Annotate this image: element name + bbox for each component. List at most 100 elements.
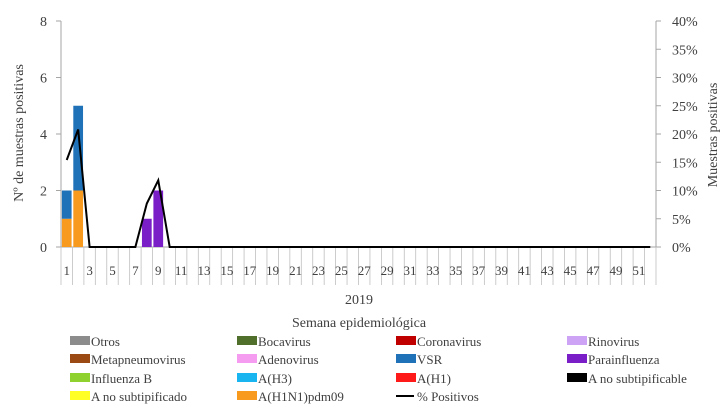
legend-item: Rinovirus: [567, 334, 639, 349]
x-tick-label: 5: [109, 263, 116, 278]
legend-label: Otros: [91, 334, 120, 349]
legend-item: VSR: [396, 352, 443, 367]
legend-item: Parainfluenza: [567, 352, 660, 367]
x-tick-label: 13: [198, 263, 211, 278]
x-tick-label: 27: [358, 263, 372, 278]
bar-segment: [61, 218, 72, 247]
legend-label: VSR: [417, 352, 443, 367]
legend-label: A(H1): [417, 371, 451, 386]
x-tick-label: 43: [541, 263, 554, 278]
y-tick-label: 0: [40, 241, 47, 256]
legend-swatch: [237, 354, 257, 363]
legend-label: Influenza B: [91, 371, 152, 386]
x-tick-label: 41: [518, 263, 531, 278]
legend-swatch: [396, 354, 416, 363]
legend-item: Influenza B: [70, 371, 152, 386]
x-tick-label: 17: [243, 263, 257, 278]
legend-label: Metapneumovirus: [91, 352, 186, 367]
bar-segment: [61, 190, 72, 219]
y-tick-label: 6: [40, 72, 47, 87]
legend: Otros Bocavirus Coronavirus Rinovirus Metapn…: [70, 334, 687, 404]
x-tick-label: 47: [587, 263, 601, 278]
legend-swatch: [237, 336, 257, 345]
y-axis-title: Nº de muestras positivas: [12, 64, 27, 202]
legend-label: A no subtipificable: [588, 371, 687, 386]
y-tick-label: 4: [40, 128, 47, 143]
legend-swatch: [70, 391, 90, 400]
x-tick-label: 25: [335, 263, 348, 278]
legend-label: Coronavirus: [417, 334, 481, 349]
x-tick-label: 33: [426, 263, 439, 278]
x-tick-label: 15: [220, 263, 233, 278]
y2-tick-label: 30%: [672, 72, 698, 87]
x-tick-label: 9: [155, 263, 162, 278]
legend-label: A(H3): [258, 371, 292, 386]
legend-item: Otros: [70, 334, 120, 349]
x-tick-label: 7: [132, 263, 139, 278]
legend-item: A(H3): [237, 371, 292, 386]
y2-tick-label: 20%: [672, 128, 698, 143]
x-tick-label: 31: [403, 263, 416, 278]
legend-item: Metapneumovirus: [70, 352, 186, 367]
legend-item: A(H1N1)pdm09: [237, 389, 344, 404]
legend-item: Adenovirus: [237, 352, 319, 367]
legend-swatch: [70, 336, 90, 345]
x-tick-label: 11: [175, 263, 188, 278]
legend-label: A no subtipificado: [91, 389, 187, 404]
y2-tick-label: 35%: [672, 43, 698, 58]
x-tick-label: 3: [86, 263, 93, 278]
legend-swatch: [396, 373, 416, 382]
y2-tick-label: 25%: [672, 100, 698, 115]
x-tick-label: 1: [63, 263, 70, 278]
y2-tick-label: 15%: [672, 156, 698, 171]
legend-swatch: [567, 336, 587, 345]
x-tick-label: 29: [381, 263, 394, 278]
legend-label: Rinovirus: [588, 334, 639, 349]
y-tick-label: 8: [40, 15, 47, 30]
x-tick-label: 49: [609, 263, 622, 278]
legend-swatch: [237, 391, 257, 400]
legend-swatch: [237, 373, 257, 382]
legend-swatch: [567, 373, 587, 382]
y2-axis-title: Muestras positivas: [706, 83, 721, 188]
y2-tick-label: 0%: [672, 241, 691, 256]
bars: [61, 105, 164, 247]
x-tick-label: 39: [495, 263, 508, 278]
legend-swatch: [70, 373, 90, 382]
x-axis-title: Semana epidemiológica: [292, 316, 427, 331]
legend-item: Coronavirus: [396, 334, 481, 349]
bar-segment: [141, 218, 152, 247]
year-label: 2019: [345, 293, 373, 308]
legend-item: Bocavirus: [237, 334, 311, 349]
y2-tick-label: 40%: [672, 15, 698, 30]
legend-item: % Positivos: [396, 389, 479, 404]
legend-item: A no subtipificado: [70, 389, 187, 404]
legend-swatch: [70, 354, 90, 363]
y2-tick-label: 5%: [672, 213, 691, 228]
percent-line-path: [65, 129, 651, 248]
x-tick-label: 37: [472, 263, 486, 278]
x-tick-label: 45: [564, 263, 577, 278]
x-tick-label: 51: [632, 263, 645, 278]
legend-label: Adenovirus: [258, 352, 319, 367]
legend-swatch: [567, 354, 587, 363]
legend-label: Parainfluenza: [588, 352, 660, 367]
percent-line: [65, 129, 651, 248]
bar-segment: [73, 190, 84, 247]
legend-swatch: [396, 336, 416, 345]
x-tick-label: 21: [289, 263, 302, 278]
legend-label: % Positivos: [417, 389, 479, 404]
x-tick-label: 35: [449, 263, 462, 278]
x-tick-label: 23: [312, 263, 325, 278]
y-tick-label: 2: [40, 185, 47, 200]
y2-tick-label: 10%: [672, 185, 698, 200]
legend-item: A no subtipificable: [567, 371, 687, 386]
bar-segment: [73, 105, 84, 191]
legend-item: A(H1): [396, 371, 451, 386]
legend-label: A(H1N1)pdm09: [258, 389, 344, 404]
legend-label: Bocavirus: [258, 334, 311, 349]
x-tick-label: 19: [266, 263, 279, 278]
bar-segment: [153, 190, 164, 247]
